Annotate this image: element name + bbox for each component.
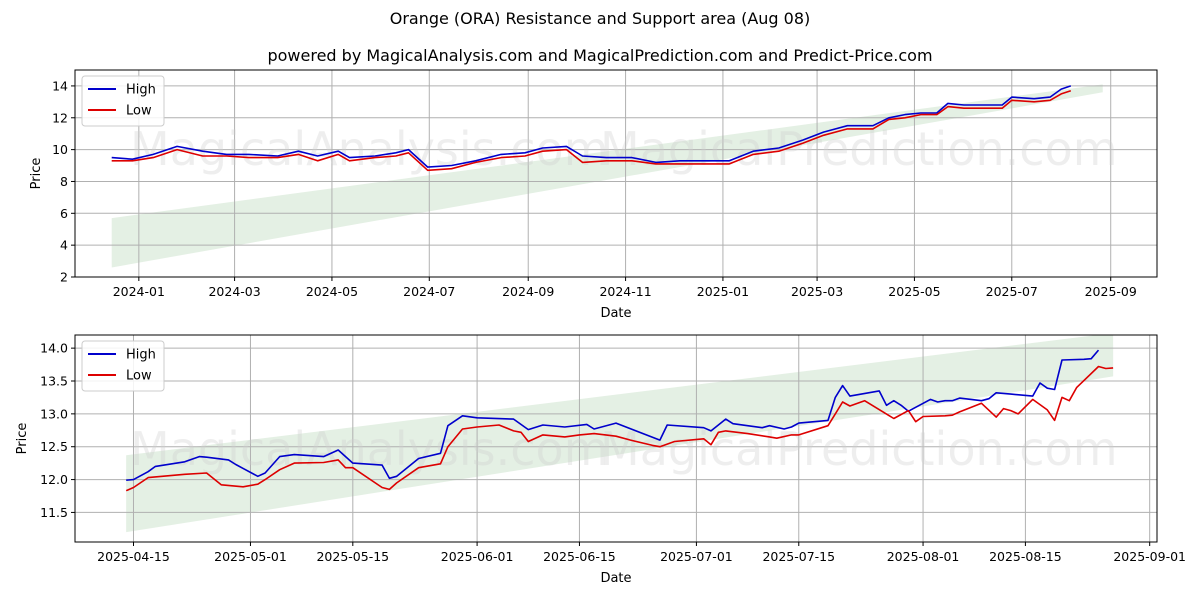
legend-label-high: High [126,83,156,98]
x-tick-label: 2025-07-15 [762,549,835,564]
y-tick-label: 12 [52,110,68,125]
chart-panel-1: 2 4 6 8 10 12 14 2024-01 2024-03 2024-05 2024-07 20… [29,69,1158,326]
y-tick-label: 14 [52,78,68,93]
y-tick-label: 13.0 [40,406,68,421]
x-tick-label: 2025-08-01 [887,549,960,564]
x-tick-label: 2024-09 [502,284,554,299]
watermark-right: MagicalPrediction.com [600,122,1118,176]
x-tick-label: 2025-08-15 [989,549,1062,564]
series-line-low [111,89,1072,172]
x-tick-label: 2025-05 [888,284,940,299]
y-tick-label: 11.5 [40,505,68,520]
y-tick-label: 4 [60,238,68,253]
chart-title: Orange (ORA) Resistance and Support area… [389,9,811,28]
x-tick-label: 2025-03 [791,284,843,299]
y-tick-label: 6 [60,206,68,221]
x-axis-label: Date [600,306,631,321]
series-line-high [126,349,1100,481]
x-tick-label: 2025-09-01 [1113,549,1186,564]
legend: High Low [81,340,165,392]
y-tick-label: 12.0 [40,472,68,487]
watermark-left: MagicalAnalysis.com [130,422,609,476]
x-tick-label: 2025-05-01 [214,549,287,564]
watermark-right-2: MagicalPrediction.com [600,272,1118,326]
plot-frame [74,334,1158,543]
x-tick-label: 2025-04-15 [97,549,170,564]
series-line-high [111,85,1072,168]
y-axis-label: Price [29,158,44,190]
x-tick-label: 2025-06-01 [441,549,514,564]
legend-label-low: Low [126,369,152,384]
x-tick-label: 2024-03 [208,284,260,299]
support-resistance-band [126,335,1114,533]
x-tick-label: 2025-09 [1085,284,1137,299]
watermark-right: MagicalPrediction.com [600,422,1118,476]
y-tick-label: 2 [60,270,68,285]
x-tick-label: 2024-07 [403,284,455,299]
watermark-left-2: MagicalAnalysis.com [130,272,609,326]
support-resistance-band [111,84,1103,268]
legend: High Low [81,75,165,127]
plot-frame [74,69,1158,278]
x-axis-label: Date [600,571,631,586]
legend-label-low: Low [126,104,152,119]
y-tick-label: 14.0 [40,341,68,356]
y-tick-label: 10 [52,142,68,157]
x-tick-label: 2024-05 [306,284,358,299]
x-tick-label: 2025-01 [697,284,749,299]
y-tick-label: 12.5 [40,439,68,454]
y-tick-label: 13.5 [40,374,68,389]
x-tick-label: 2025-05-15 [316,549,389,564]
y-axis-label: Price [15,423,30,455]
x-tick-label: 2024-11 [599,284,651,299]
legend-label-high: High [126,348,156,363]
y-tick-label: 8 [60,174,68,189]
x-tick-label: 2025-06-15 [543,549,616,564]
x-tick-label: 2024-01 [113,284,165,299]
watermark-left: MagicalAnalysis.com [130,122,609,176]
chart-subtitle: powered by MagicalAnalysis.com and Magic… [267,46,933,65]
x-tick-label: 2025-07-01 [660,549,733,564]
chart-panel-2: 11.5 12.0 12.5 13.0 13.5 14.0 2025-04-15 2025-0… [15,334,1186,586]
x-tick-label: 2025-07 [986,284,1038,299]
series-line-low [125,365,1114,492]
